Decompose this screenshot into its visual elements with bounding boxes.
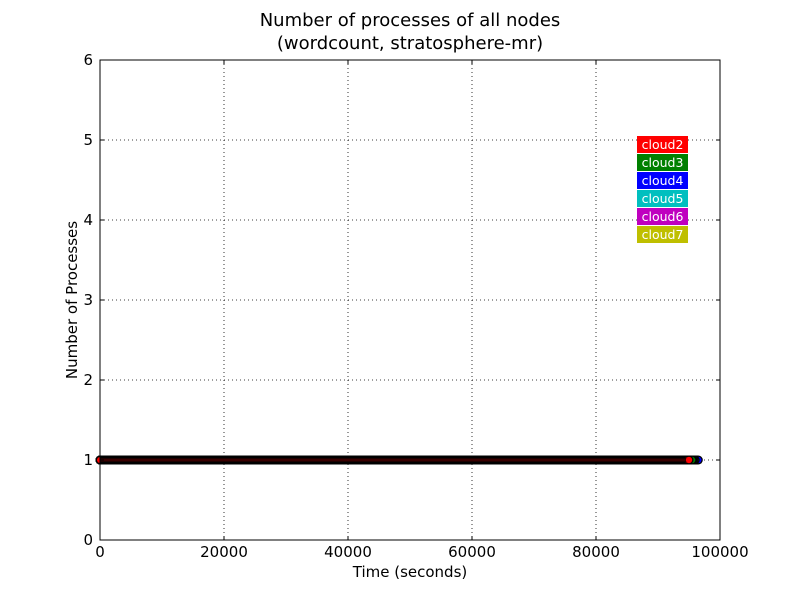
y-tick-label: 4 (83, 211, 93, 229)
y-tick-label: 1 (83, 451, 93, 469)
grid-lines (100, 60, 720, 540)
x-tick-label: 40000 (324, 543, 372, 561)
x-tick-label: 80000 (572, 543, 620, 561)
chart-title: Number of processes of all nodes (260, 10, 561, 31)
legend-swatch (637, 154, 688, 171)
legend-item-cloud7: cloud7 (637, 226, 688, 243)
legend-label: cloud3 (642, 155, 684, 170)
legend-swatch (637, 136, 688, 153)
x-tick-label: 0 (95, 543, 105, 561)
x-tick-label: 20000 (200, 543, 248, 561)
chart-subtitle: (wordcount, stratosphere-mr) (277, 33, 543, 54)
legend-label: cloud6 (642, 209, 684, 224)
data-series (95, 455, 703, 465)
y-tick-label: 0 (83, 531, 93, 549)
legend-item-cloud5: cloud5 (637, 190, 688, 207)
legend: cloud2 cloud3 cloud4 cloud5 cloud6 cloud7 (637, 136, 688, 243)
y-tick-label: 6 (83, 51, 93, 69)
legend-swatch (637, 208, 688, 225)
series-end-marker (685, 456, 693, 464)
legend-item-cloud3: cloud3 (637, 154, 688, 171)
legend-swatch (637, 226, 688, 243)
y-tick-label: 2 (83, 371, 93, 389)
legend-swatch (637, 172, 688, 189)
legend-swatch (637, 190, 688, 207)
legend-label: cloud2 (642, 137, 684, 152)
x-axis-label: Time (seconds) (352, 563, 468, 581)
legend-item-cloud4: cloud4 (637, 172, 688, 189)
legend-label: cloud5 (642, 191, 684, 206)
legend-item-cloud2: cloud2 (637, 136, 688, 153)
y-axis-label: Number of Processes (63, 221, 81, 379)
y-tick-label: 5 (83, 131, 93, 149)
legend-item-cloud6: cloud6 (637, 208, 688, 225)
legend-label: cloud7 (642, 227, 684, 242)
legend-label: cloud4 (642, 173, 684, 188)
x-tick-label: 60000 (448, 543, 496, 561)
x-tick-label: 100000 (691, 543, 748, 561)
y-tick-label: 3 (83, 291, 93, 309)
axis-ticks: 0 20000 40000 60000 80000 100000 0 1 2 3 4 5 6 (83, 51, 748, 561)
